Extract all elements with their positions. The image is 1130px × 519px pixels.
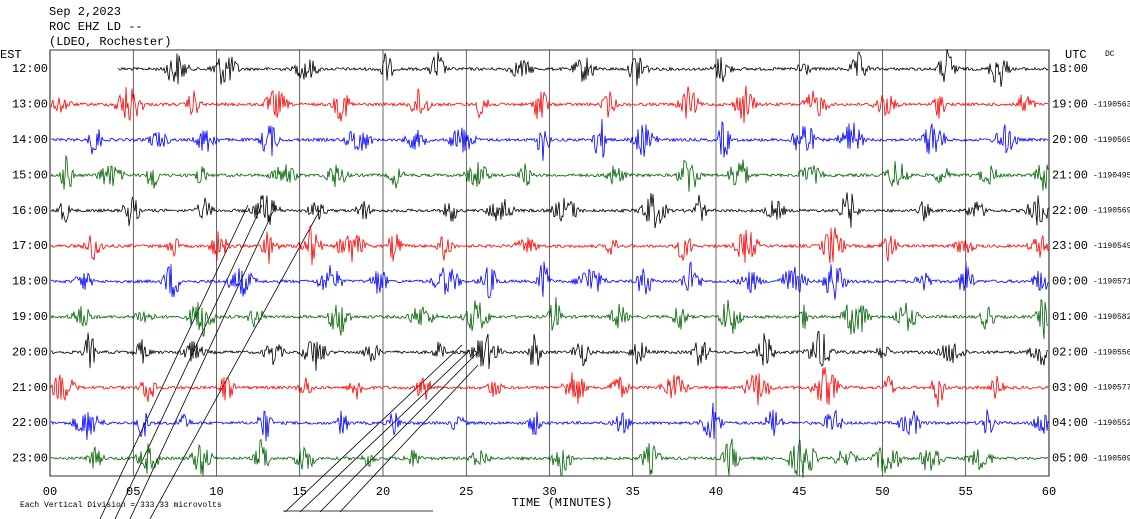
est-label: 22:00 [12,416,48,430]
x-tick-label: 45 [792,485,806,499]
utc-label: 22:00 [1052,204,1088,218]
utc-label: 05:00 [1052,452,1088,466]
dc-value: -1190582 [1093,313,1130,322]
dc-value: -1190569 [1093,136,1130,145]
x-tick-label: 10 [209,485,223,499]
trace [117,49,1049,87]
x-tick-label: 55 [959,485,973,499]
trace [51,118,1049,161]
dc-value: -1190571 [1093,278,1130,287]
utc-label: 04:00 [1052,416,1088,430]
x-tick-label: 35 [626,485,640,499]
est-label: 12:00 [12,62,48,76]
title-line: Sep 2,2023 [49,5,121,19]
est-label: 18:00 [12,275,48,289]
utc-label: 00:00 [1052,275,1088,289]
utc-label: 18:00 [1052,62,1088,76]
utc-label: 03:00 [1052,381,1088,395]
right-axis-label: UTC [1065,48,1087,62]
x-tick-label: 05 [126,485,140,499]
x-tick-label: 30 [542,485,556,499]
dc-label: DC [1105,50,1115,59]
est-label: 19:00 [12,310,48,324]
trace [50,192,1049,229]
dc-value: -1190563 [1093,101,1130,110]
title-line: ROC EHZ LD -- [49,20,143,34]
trace [50,402,1049,442]
x-tick-label: 50 [875,485,889,499]
trace [50,261,1049,300]
est-label: 13:00 [12,98,48,112]
dc-value: -1190549 [1093,242,1130,251]
est-label: 17:00 [12,239,48,253]
utc-label: 02:00 [1052,345,1088,359]
trace [50,155,1049,192]
utc-label: 20:00 [1052,133,1088,147]
utc-label: 19:00 [1052,98,1088,112]
trace [50,367,1049,408]
est-label: 16:00 [12,204,48,218]
dc-value: -1190569 [1093,207,1130,216]
x-axis-label: TIME (MINUTES) [512,496,613,510]
utc-label: 21:00 [1052,168,1088,182]
title-line: (LDEO, Rochester) [49,35,171,49]
trace [50,297,1048,340]
dc-value: -1190495 [1093,171,1130,180]
x-tick-label: 15 [293,485,307,499]
plot-area: 00 05 10 15 20 25 30 35 40 45 50 55 60 12:00 18:00 13:0… [12,49,1130,499]
trace [50,438,1049,478]
dc-value: -1190552 [1093,419,1130,428]
est-label: 15:00 [12,168,48,182]
trace [50,85,1049,124]
x-tick-label: 20 [376,485,390,499]
dc-value: -1190556 [1093,348,1130,357]
est-label: 21:00 [12,381,48,395]
dc-value: -1190577 [1093,384,1130,393]
utc-label: 01:00 [1052,310,1088,324]
trace [50,225,1049,266]
est-label: 14:00 [12,133,48,147]
dc-value: -1190509 [1093,455,1130,464]
x-tick-label: 60 [1042,485,1056,499]
utc-label: 23:00 [1052,239,1088,253]
x-tick-label: 25 [459,485,473,499]
est-label: 20:00 [12,345,48,359]
left-axis-label: EST [0,48,22,62]
x-tick-label: 00 [43,485,57,499]
trace [50,331,1049,371]
est-label: 23:00 [12,452,48,466]
x-tick-label: 40 [709,485,723,499]
annotation-lines [99,204,479,519]
